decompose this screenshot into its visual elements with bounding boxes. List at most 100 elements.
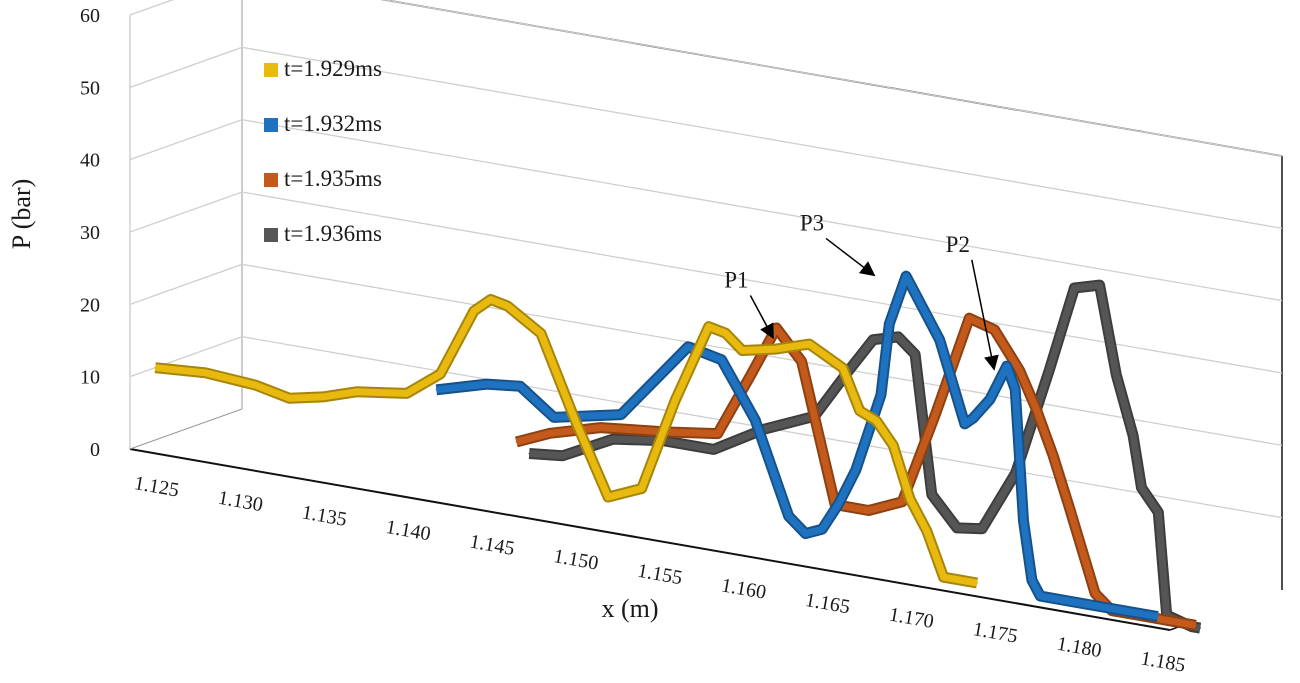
annotation-arrow [825,237,876,277]
tick-labels: 0 10 20 30 40 50 60 1.125 1.130 1.135 1.140 1.145 1.… [80,5,1187,677]
series-line [154,296,978,587]
legend-label: t=1.932ms [284,111,382,136]
x-tick-label: 1.150 [552,545,600,574]
x-tick-label: 1.145 [468,531,516,560]
legend-label: t=1.935ms [284,166,382,191]
x-tick-label: 1.155 [636,560,684,589]
data-point [938,339,941,341]
y-axis-label: P (bar) [7,179,36,250]
data-point [934,553,936,555]
y-tick-label: 20 [80,294,100,316]
data-point [1094,592,1096,595]
data-point [1073,287,1076,289]
annotation-arrow [749,295,774,340]
data-point [981,527,983,530]
data-point [741,349,744,352]
data-point [687,346,689,348]
data-point [612,438,614,440]
data-point [909,498,911,500]
data-point [562,454,564,457]
data-point [473,310,475,312]
data-point [1073,601,1075,603]
legend-label: t=1.929ms [284,56,382,81]
data-point [1132,434,1134,437]
data-point [897,336,900,338]
data-point [288,397,291,400]
data-point [931,493,933,496]
data-point [838,502,840,505]
data-point [1098,284,1101,286]
data-point [720,359,723,361]
data-point [204,372,207,374]
data-point [976,582,978,584]
data-point [154,366,156,369]
data-point [549,432,551,435]
data-point [620,413,622,416]
data-point [875,420,878,422]
data-point [724,332,727,334]
data-point [406,392,408,395]
data-point [926,530,928,532]
y-tick-label: 40 [80,150,100,172]
data-point [1039,595,1042,597]
data-point [942,576,945,578]
data-point [519,385,522,388]
data-point [821,528,823,530]
data-point [787,515,790,517]
data-point [486,383,488,385]
data-point [888,323,891,325]
data-point [1018,369,1021,372]
data-point [914,353,916,356]
data-point [892,444,895,447]
data-point [842,367,844,369]
data-point [964,423,966,425]
data-point [1194,624,1197,627]
data-point [1169,620,1172,622]
data-point [972,417,974,419]
annotation-arrow [971,259,999,371]
data-point [1069,508,1071,511]
data-point [1156,615,1159,618]
data-point [707,325,710,328]
y-tick-label: 30 [80,222,100,244]
data-point [599,426,602,429]
x-tick-label: 1.140 [384,516,432,545]
data-point [804,532,807,535]
data-point [573,418,576,420]
data-point [775,348,777,350]
legend-label: t=1.936ms [284,221,382,246]
data-point [1048,369,1050,372]
data-point [1014,388,1016,391]
data-point [968,317,971,320]
data-point [607,496,609,498]
data-point [754,419,756,421]
legend-swatch [264,63,278,77]
data-point [515,441,518,443]
data-point [989,398,991,401]
y-tick-label: 0 [90,439,100,461]
data-point [855,469,857,471]
annotations: P1 P2 P3 [724,210,999,371]
data-point [489,298,492,301]
data-point [775,327,778,329]
data-point [586,415,589,417]
x-tick-label: 1.125 [133,472,181,501]
data-point [255,384,257,387]
y-tick-label: 10 [80,367,100,389]
data-point [1031,579,1033,581]
data-point [808,343,811,345]
data-point [640,487,643,490]
data-point [439,373,442,375]
data-point [1140,486,1143,489]
data-point [435,389,438,391]
data-point [880,394,882,396]
x-tick-label: 1.175 [971,618,1019,647]
data-point [713,448,715,451]
annotation-label: P3 [800,210,824,235]
data-point [934,412,937,415]
data-point [905,275,907,278]
data-point [1022,520,1025,522]
x-axis-label: x (m) [601,594,658,623]
x-tick-label: 1.130 [216,487,264,516]
